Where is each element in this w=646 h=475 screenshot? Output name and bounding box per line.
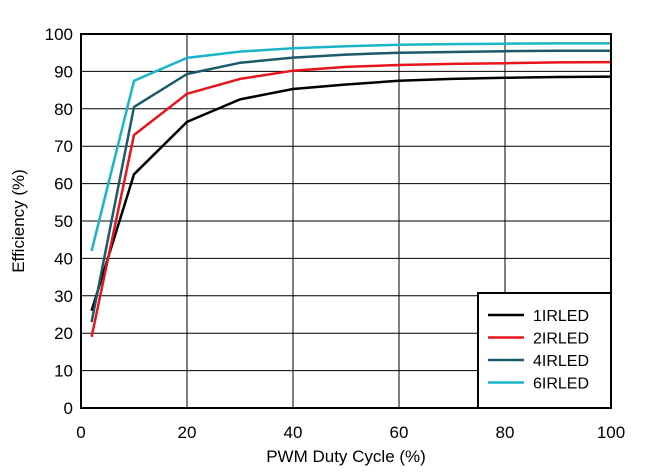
plot-frame	[80, 33, 612, 409]
y-tick-label-1: 10	[54, 362, 73, 381]
legend-label-4irled: 4IRLED	[533, 353, 589, 370]
series-line-2irled	[90, 60, 612, 338]
legend-box	[477, 292, 612, 409]
x-tick-label-4: 80	[496, 423, 515, 442]
series-line-6irled	[90, 42, 611, 252]
y-tick-label-6: 60	[54, 175, 73, 194]
y-axis-title: Efficiency (%)	[9, 169, 28, 273]
y-tick-label-2: 20	[54, 324, 73, 343]
series-line-1irled	[90, 75, 612, 312]
x-axis-title: PWM Duty Cycle (%)	[266, 447, 426, 466]
y-tick-label-3: 30	[54, 287, 73, 306]
x-tick-label-5: 100	[597, 423, 625, 442]
y-tick-label-7: 70	[54, 137, 73, 156]
x-tick-label-0: 0	[76, 423, 85, 442]
y-tick-label-9: 90	[54, 62, 73, 81]
x-tick-label-2: 40	[284, 423, 303, 442]
x-tick-label-3: 60	[390, 423, 409, 442]
legend: 1IRLED 2IRLED 4IRLED 6IRLED	[477, 292, 612, 409]
tick-labels: 0 20 40 60 80 100 0 10 20 30 40 50 60 70 80 90 100	[45, 25, 626, 442]
y-tick-label-5: 50	[54, 212, 73, 231]
y-tick-label-8: 80	[54, 100, 73, 119]
series-line-4irled	[90, 49, 611, 323]
legend-label-6irled: 6IRLED	[533, 376, 589, 393]
x-tick-label-1: 20	[178, 423, 197, 442]
series-lines	[90, 42, 612, 338]
legend-label-1irled: 1IRLED	[533, 308, 589, 325]
y-tick-label-4: 40	[54, 249, 73, 268]
legend-label-2irled: 2IRLED	[533, 331, 589, 348]
y-tick-label-10: 100	[45, 25, 73, 44]
y-tick-label-0: 0	[64, 399, 73, 418]
